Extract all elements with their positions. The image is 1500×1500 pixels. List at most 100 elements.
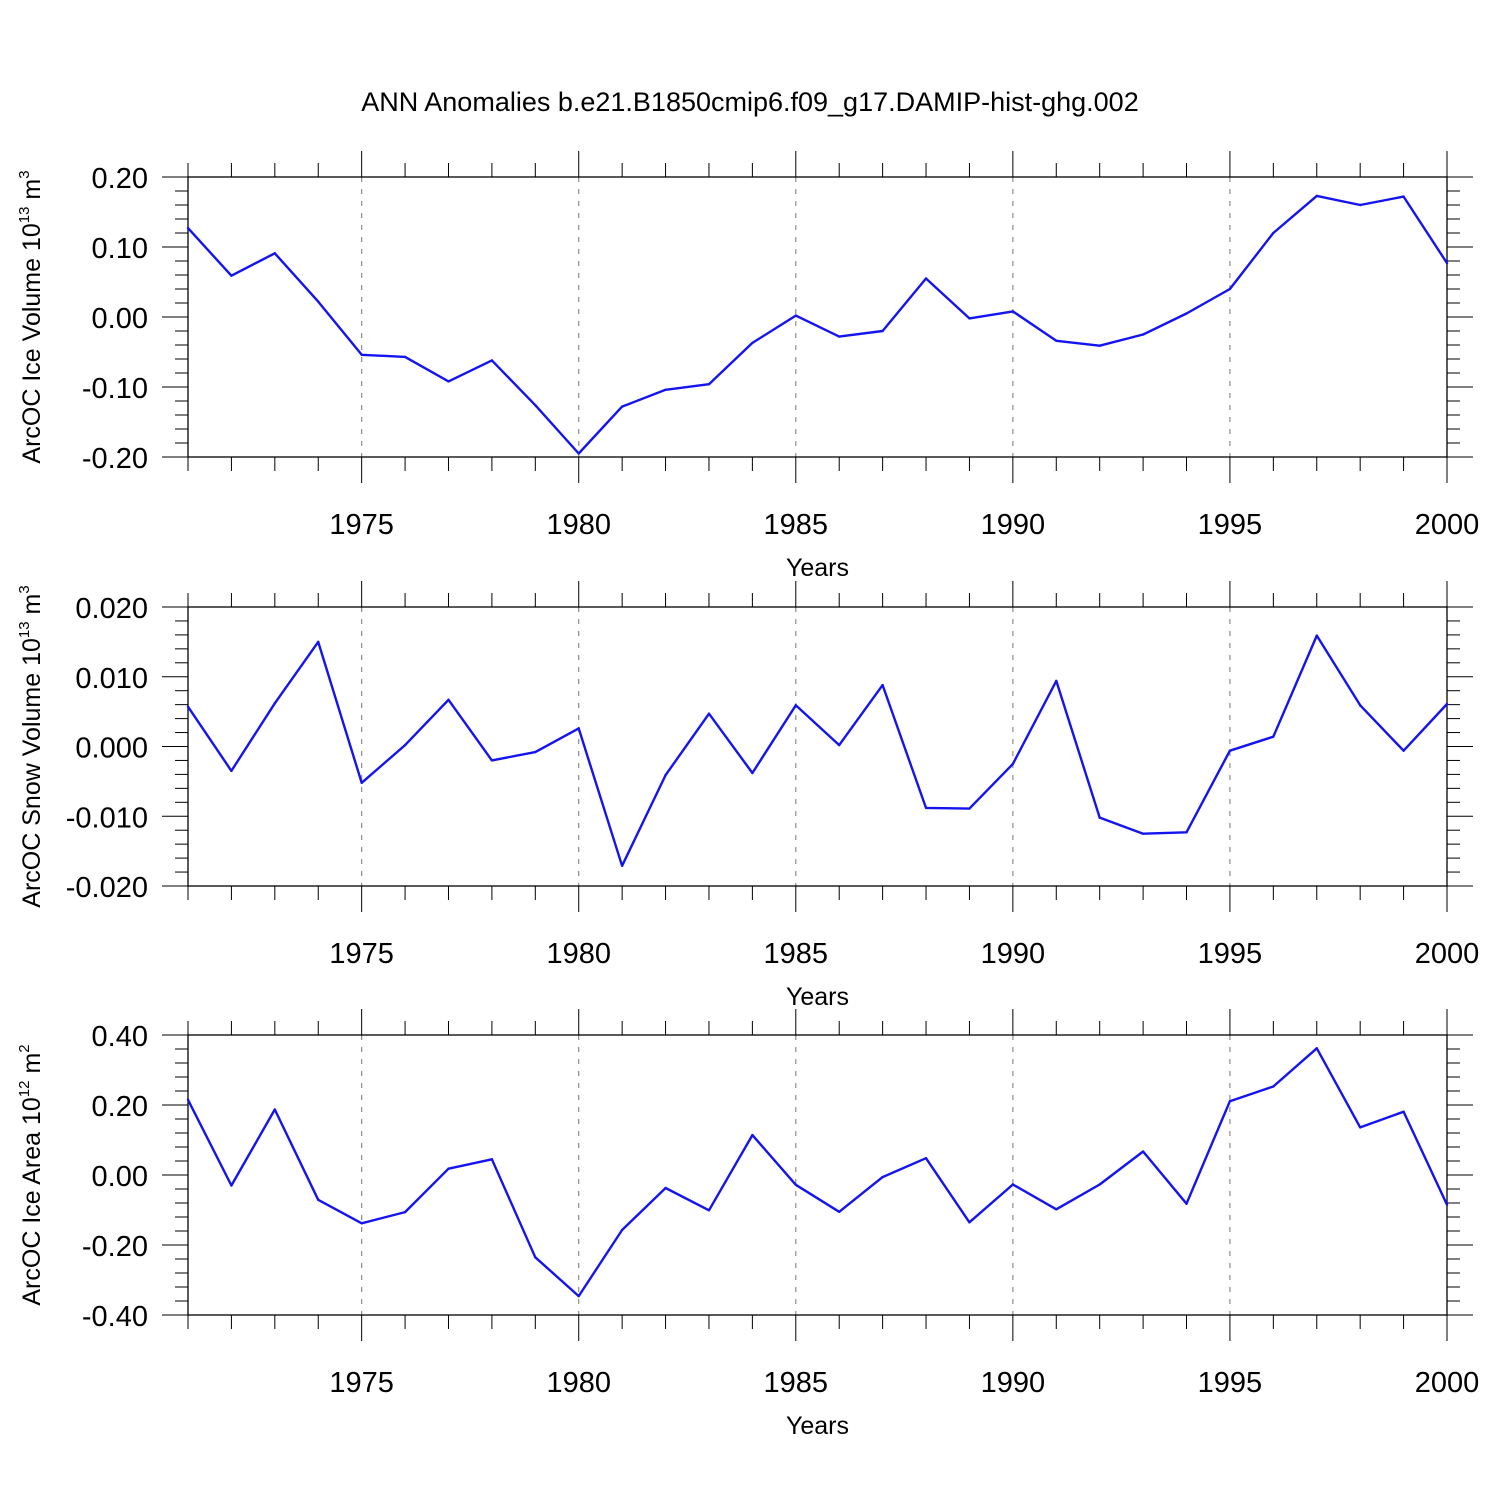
data-point bbox=[403, 1210, 407, 1214]
y-axis-label: ArcOC Snow Volume 1013 m3 bbox=[16, 585, 46, 907]
data-point bbox=[794, 1183, 797, 1187]
data-point bbox=[534, 1256, 537, 1259]
data-point bbox=[620, 1228, 624, 1232]
data-point bbox=[1402, 749, 1405, 752]
y-tick-label: -0.010 bbox=[66, 802, 148, 834]
data-point bbox=[403, 355, 407, 359]
x-axis-label: Years bbox=[786, 1412, 849, 1440]
data-point bbox=[968, 1221, 971, 1224]
data-point bbox=[1011, 1183, 1015, 1186]
y-axis-label-text: ArcOC Ice Area 10 bbox=[18, 1097, 46, 1305]
data-point bbox=[924, 277, 928, 280]
x-tick-label: 1995 bbox=[1198, 1367, 1263, 1399]
data-point bbox=[273, 702, 277, 705]
y-axis-label-text: m bbox=[18, 1053, 46, 1081]
data-point bbox=[1141, 832, 1145, 835]
series-line bbox=[186, 1047, 1449, 1298]
data-point bbox=[1055, 1208, 1058, 1211]
data-point bbox=[1315, 634, 1318, 637]
data-point bbox=[360, 781, 363, 784]
y-tick-label: 0.20 bbox=[92, 163, 148, 195]
data-point bbox=[1358, 704, 1362, 707]
y-tick-label: 0.00 bbox=[92, 303, 148, 335]
data-point bbox=[1098, 1183, 1101, 1186]
data-point bbox=[1228, 1099, 1232, 1103]
data-point bbox=[230, 274, 233, 277]
data-point bbox=[1011, 762, 1015, 766]
x-tick-label: 1990 bbox=[981, 509, 1046, 541]
y-axis-label-superscript: 2 bbox=[16, 1044, 33, 1052]
data-point bbox=[317, 300, 320, 303]
data-point bbox=[924, 806, 928, 810]
y-axis-label-superscript: 13 bbox=[16, 621, 33, 638]
data-point bbox=[317, 1198, 320, 1202]
data-point bbox=[447, 1167, 450, 1170]
data-point bbox=[1185, 831, 1188, 834]
data-point bbox=[1098, 816, 1101, 819]
y-axis-label-superscript: 3 bbox=[16, 585, 33, 593]
data-point bbox=[664, 388, 667, 391]
data-point bbox=[273, 1108, 277, 1111]
x-tick-label: 1975 bbox=[329, 938, 394, 970]
data-point bbox=[230, 1184, 233, 1187]
data-point bbox=[186, 705, 190, 708]
y-tick-label: -0.020 bbox=[66, 872, 148, 904]
x-tick-label: 1995 bbox=[1198, 509, 1263, 541]
x-tick-label: 1990 bbox=[981, 938, 1046, 970]
data-point bbox=[360, 353, 363, 356]
data-point bbox=[751, 341, 754, 345]
data-point bbox=[1315, 194, 1318, 198]
data-point bbox=[1141, 1150, 1145, 1153]
y-axis-label-text: ArcOC Snow Volume 10 bbox=[18, 638, 46, 908]
y-axis-label-text: m bbox=[18, 594, 46, 622]
data-point bbox=[447, 698, 450, 701]
x-tick-label: 1975 bbox=[329, 1367, 394, 1399]
data-point bbox=[881, 683, 884, 687]
data-point bbox=[447, 380, 450, 383]
y-tick-label: 0.20 bbox=[92, 1091, 148, 1123]
y-axis-label-superscript: 3 bbox=[16, 170, 33, 178]
data-point bbox=[707, 1209, 711, 1212]
data-point bbox=[968, 807, 971, 810]
x-tick-label: 1985 bbox=[764, 938, 829, 970]
data-point bbox=[490, 759, 494, 762]
y-tick-label: -0.10 bbox=[82, 373, 148, 405]
data-point bbox=[490, 359, 494, 362]
data-point bbox=[620, 864, 624, 867]
data-point bbox=[1141, 333, 1145, 336]
data-point bbox=[751, 771, 754, 775]
x-tick-label: 1990 bbox=[981, 1367, 1046, 1399]
data-point bbox=[968, 317, 971, 320]
data-point bbox=[360, 1222, 363, 1225]
data-point bbox=[317, 640, 320, 644]
y-tick-label: 0.40 bbox=[92, 1021, 148, 1053]
y-tick-label: 0.00 bbox=[92, 1161, 148, 1193]
data-point bbox=[1445, 261, 1449, 265]
data-point bbox=[838, 335, 841, 338]
data-point bbox=[881, 329, 884, 333]
y-axis-label-superscript: 12 bbox=[16, 1081, 33, 1098]
y-tick-label: -0.20 bbox=[82, 443, 148, 475]
series-line bbox=[187, 634, 1448, 867]
x-tick-label: 2000 bbox=[1415, 1367, 1480, 1399]
data-point bbox=[794, 704, 797, 707]
y-axis-label-text: m bbox=[18, 179, 46, 207]
data-point bbox=[881, 1175, 884, 1179]
data-point bbox=[577, 452, 580, 455]
data-point bbox=[186, 1098, 190, 1101]
chart-panel-2: -0.020 -0.010 0.000 0.010 0.020 1975 1980 1985 1… bbox=[16, 581, 1479, 1011]
data-point bbox=[1402, 195, 1405, 198]
data-point bbox=[1011, 310, 1015, 313]
data-point bbox=[1358, 203, 1362, 207]
x-tick-label: 1975 bbox=[329, 509, 394, 541]
data-point bbox=[1272, 231, 1275, 235]
data-point bbox=[1228, 749, 1232, 752]
data-point bbox=[1055, 339, 1058, 342]
data-point bbox=[1402, 1110, 1405, 1113]
x-tick-label: 1980 bbox=[546, 938, 611, 970]
data-point bbox=[577, 1294, 580, 1298]
y-axis-label-superscript: 13 bbox=[16, 207, 33, 224]
data-point bbox=[577, 727, 580, 730]
data-point bbox=[186, 226, 190, 230]
